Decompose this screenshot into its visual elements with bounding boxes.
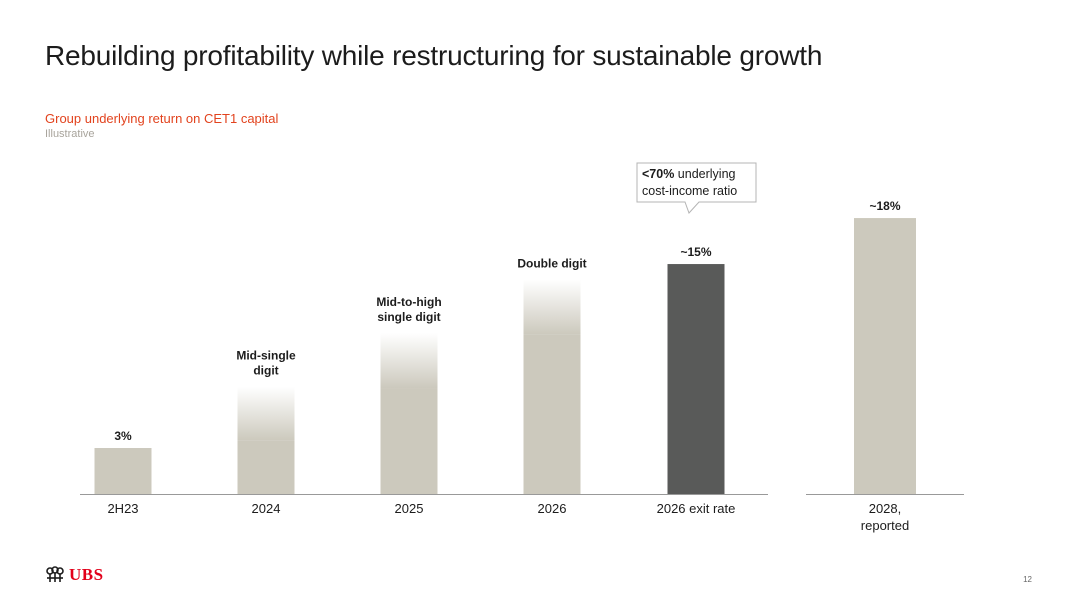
chart-subtitle: Group underlying return on CET1 capital [45, 111, 279, 126]
bar [380, 388, 438, 494]
category-label: 2H23 [107, 501, 138, 516]
bar-fade [237, 386, 295, 441]
data-label: ~15% [680, 245, 711, 259]
keys-icon [46, 566, 64, 582]
cost-income-callout: <70% underlying cost-income ratio [636, 162, 757, 214]
callout-bold: <70% [642, 167, 674, 181]
ubs-logo: UBS [45, 565, 104, 585]
category-label: 2024 [252, 501, 281, 516]
bar [854, 218, 916, 494]
bar [237, 440, 295, 494]
data-label: Mid-to-high [376, 295, 441, 309]
category-label: 2026 exit rate [657, 501, 736, 516]
data-label: ~18% [869, 199, 900, 213]
callout-line-2: cost-income ratio [642, 184, 737, 198]
bar [94, 448, 152, 494]
data-label: Double digit [517, 256, 586, 270]
data-label: 3% [114, 429, 132, 443]
page-number: 12 [1023, 575, 1032, 584]
callout-line-1-rest: underlying [674, 167, 735, 181]
illustrative-note: Illustrative [45, 128, 95, 140]
callout-line-1: <70% underlying [642, 167, 736, 181]
data-label: single digit [377, 310, 440, 324]
category-label: 2026 [538, 501, 567, 516]
logo-wordmark: UBS [69, 565, 104, 584]
bar [523, 334, 581, 494]
category-label: 2025 [395, 501, 424, 516]
data-label: digit [253, 364, 278, 378]
slide-title: Rebuilding profitability while restructu… [45, 40, 823, 71]
bar-fade [523, 279, 581, 335]
category-label: reported [861, 518, 909, 533]
callout-box [636, 162, 757, 214]
data-label: Mid-single [236, 349, 296, 363]
category-label: 2028, [869, 501, 902, 516]
bar-fade [380, 333, 438, 389]
bar [667, 264, 725, 494]
